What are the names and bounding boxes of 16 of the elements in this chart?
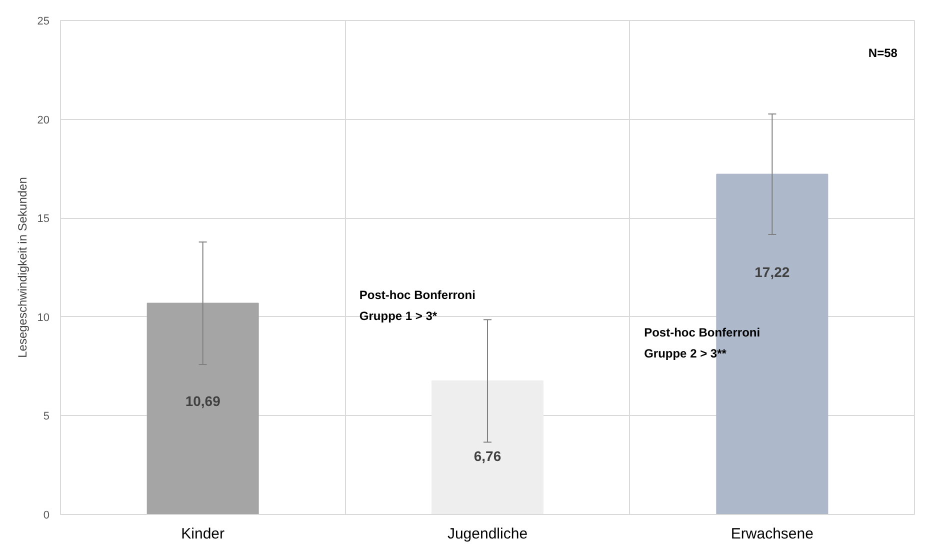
data-label: 10,69 <box>185 393 221 410</box>
annotation: N=58 <box>868 46 898 60</box>
annotation: Post-hoc Bonferroni Gruppe 1 > 3* <box>359 288 476 323</box>
annotation: Post-hoc Bonferroni Gruppe 2 > 3** <box>644 325 760 360</box>
y-tick-label: 20 <box>37 114 50 126</box>
y-tick-label: 0 <box>43 510 50 522</box>
data-label: 6,76 <box>474 448 502 464</box>
y-tick-label: 25 <box>37 16 50 28</box>
y-axis-title: Lesegeschwindigkeit in Sekunden <box>15 177 30 358</box>
y-tick-label: 15 <box>37 213 50 226</box>
y-tick-label: 10 <box>37 312 50 324</box>
y-tick-label: 5 <box>43 410 50 423</box>
x-tick-label: Erwachsene <box>730 526 814 542</box>
x-tick-label: Kinder <box>181 526 225 542</box>
data-label: 17,22 <box>754 264 790 280</box>
x-tick-label: Jugendliche <box>447 526 528 542</box>
